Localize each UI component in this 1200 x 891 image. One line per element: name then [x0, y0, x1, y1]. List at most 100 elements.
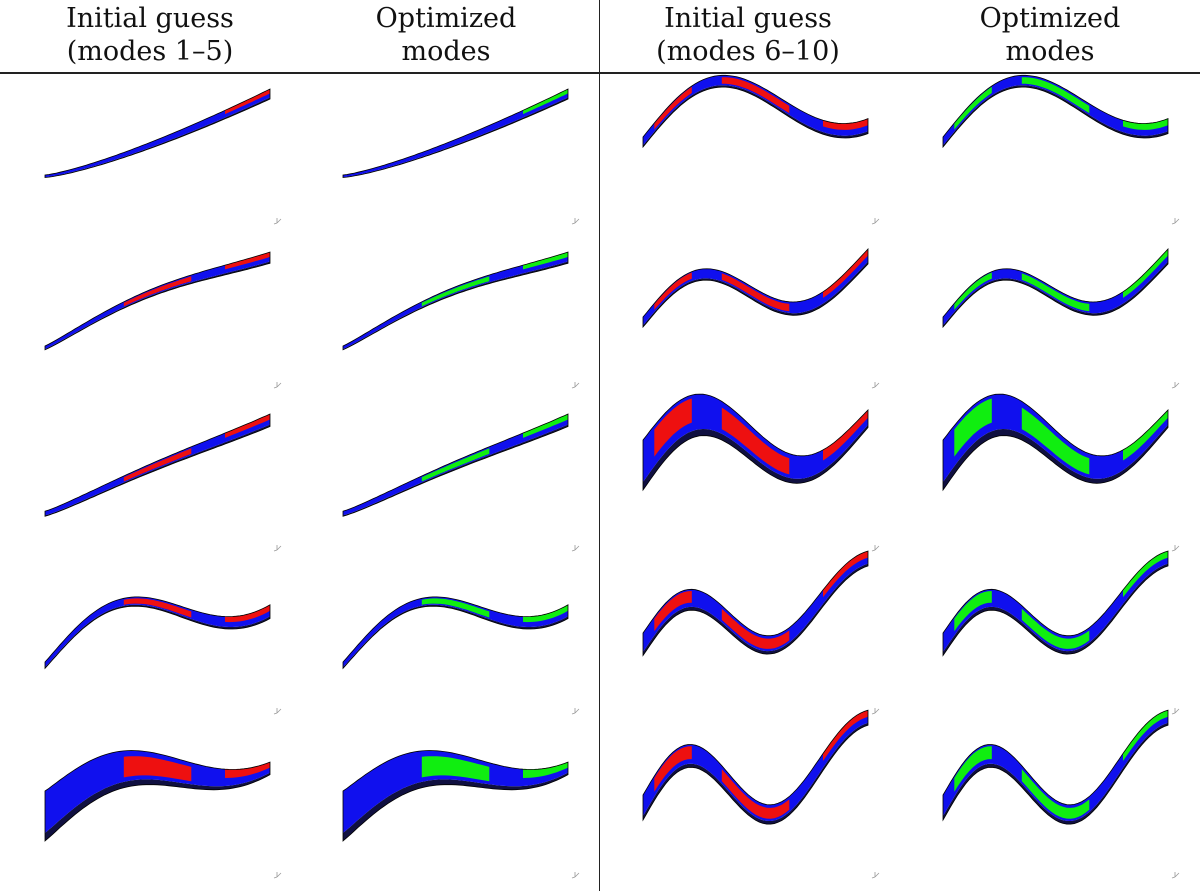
- blade-surface: [943, 249, 1168, 326]
- mode-shape-panel: [642, 709, 880, 879]
- blade-outline: [44, 251, 271, 351]
- mode-overlay-patch: [1021, 407, 1090, 475]
- mode-overlay-patch: [721, 608, 790, 649]
- mode-shape-panel: [342, 251, 580, 389]
- axis-triad-icon: [1171, 382, 1180, 389]
- blade-surface: [343, 252, 568, 350]
- mode-overlay-patch: [123, 276, 192, 307]
- mode-overlay-patch: [654, 398, 692, 457]
- axis-triad-icon: [273, 218, 282, 225]
- axis-triad-icon: [871, 872, 880, 879]
- blade-underside: [45, 424, 270, 517]
- mode-overlay-patch: [954, 591, 992, 632]
- mode-overlay-patch: [823, 551, 868, 598]
- mode-overlay-patch: [721, 407, 790, 475]
- blade-surface: [643, 249, 868, 326]
- mode-shape-panel: [642, 550, 880, 715]
- blade-outline: [342, 750, 569, 842]
- header-line2: (modes 6–10): [656, 36, 840, 67]
- blade-surface: [45, 750, 270, 833]
- mode-shape-panel: [642, 74, 880, 225]
- axis-triad-icon: [871, 218, 880, 225]
- blade-underside: [943, 261, 1168, 327]
- blade-underside: [643, 563, 868, 656]
- header-line1: Initial guess: [664, 3, 832, 34]
- column-header-initial-6-10: Initial guess (modes 6–10): [598, 0, 898, 72]
- blade-underside: [343, 424, 568, 517]
- mode-shape-panel: [342, 596, 580, 715]
- blade-outline: [642, 74, 869, 149]
- mode-overlay-patch: [523, 604, 568, 623]
- mode-overlay-patch: [1123, 551, 1168, 598]
- mode-overlay-patch: [823, 710, 868, 761]
- mode-overlay-patch: [954, 86, 992, 130]
- mode-shape-panel: [942, 709, 1180, 879]
- blade-underside: [643, 261, 868, 327]
- blade-outline: [44, 88, 271, 178]
- mode-overlay-patch: [225, 414, 270, 438]
- axis-triad-icon: [571, 872, 580, 879]
- header-rule: [0, 72, 1200, 74]
- mode-shape-panel: [44, 88, 282, 225]
- mode-overlay-patch: [954, 746, 992, 792]
- mode-overlay-patch: [721, 77, 790, 114]
- header-line2: (modes 1–5): [66, 36, 234, 67]
- blade-underside: [343, 261, 568, 350]
- mode-shape-panel: [44, 251, 282, 389]
- mode-overlay-patch: [523, 89, 568, 115]
- blade-underside: [45, 604, 270, 669]
- mode-overlay-patch: [225, 252, 270, 270]
- axis-triad-icon: [571, 708, 580, 715]
- header-line2: modes: [401, 36, 491, 67]
- mode-overlay-patch: [654, 272, 692, 310]
- blade-outline: [642, 247, 869, 329]
- blade-underside: [45, 261, 270, 350]
- blade-surface: [643, 710, 868, 821]
- mode-shape-panel: [342, 750, 580, 879]
- blade-surface: [45, 252, 270, 350]
- mode-shape-panel: [342, 413, 580, 552]
- blade-outline: [44, 596, 271, 670]
- mode-overlay-patch: [225, 604, 270, 623]
- blade-outline: [942, 709, 1169, 825]
- mode-shape-panel: [642, 247, 880, 389]
- mode-shape-panel: [642, 393, 880, 552]
- mode-overlay-patch: [721, 273, 790, 312]
- mode-shape-panel: [942, 247, 1180, 389]
- blade-outline: [342, 251, 569, 351]
- blade-underside: [343, 604, 568, 669]
- blade-outline: [342, 88, 569, 178]
- mode-overlay-patch: [523, 252, 568, 270]
- blade-outline: [342, 413, 569, 517]
- header-line1: Optimized: [979, 3, 1121, 34]
- mode-overlay-patch: [654, 86, 692, 130]
- blade-outline: [942, 550, 1169, 657]
- mode-overlay-patch: [1123, 710, 1168, 761]
- blade-outline: [942, 74, 1169, 149]
- blade-outline: [44, 413, 271, 517]
- blade-outline: [642, 393, 869, 492]
- axis-triad-icon: [871, 545, 880, 552]
- mode-overlay-patch: [523, 414, 568, 438]
- mode-shape-panel: [44, 750, 282, 879]
- blade-surface: [45, 89, 270, 178]
- blade-outline: [642, 709, 869, 825]
- column-header-initial-1-5: Initial guess (modes 1–5): [0, 0, 300, 72]
- axis-triad-icon: [273, 545, 282, 552]
- mode-shape-panel: [44, 413, 282, 552]
- mode-overlay-patch: [225, 89, 270, 115]
- mode-overlay-patch: [1021, 769, 1090, 819]
- mode-overlay-patch: [721, 769, 790, 819]
- blade-outline: [642, 550, 869, 657]
- mode-overlay-patch: [123, 598, 192, 618]
- blade-underside: [643, 85, 868, 147]
- axis-triad-icon: [1171, 872, 1180, 879]
- axis-triad-icon: [571, 218, 580, 225]
- mode-overlay-patch: [1021, 273, 1090, 312]
- axis-triad-icon: [1171, 545, 1180, 552]
- mode-overlay-patch: [421, 448, 490, 482]
- mode-overlay-patch: [1021, 608, 1090, 649]
- blade-surface: [343, 89, 568, 178]
- blade-outline: [342, 596, 569, 670]
- mode-overlay-patch: [1123, 118, 1168, 130]
